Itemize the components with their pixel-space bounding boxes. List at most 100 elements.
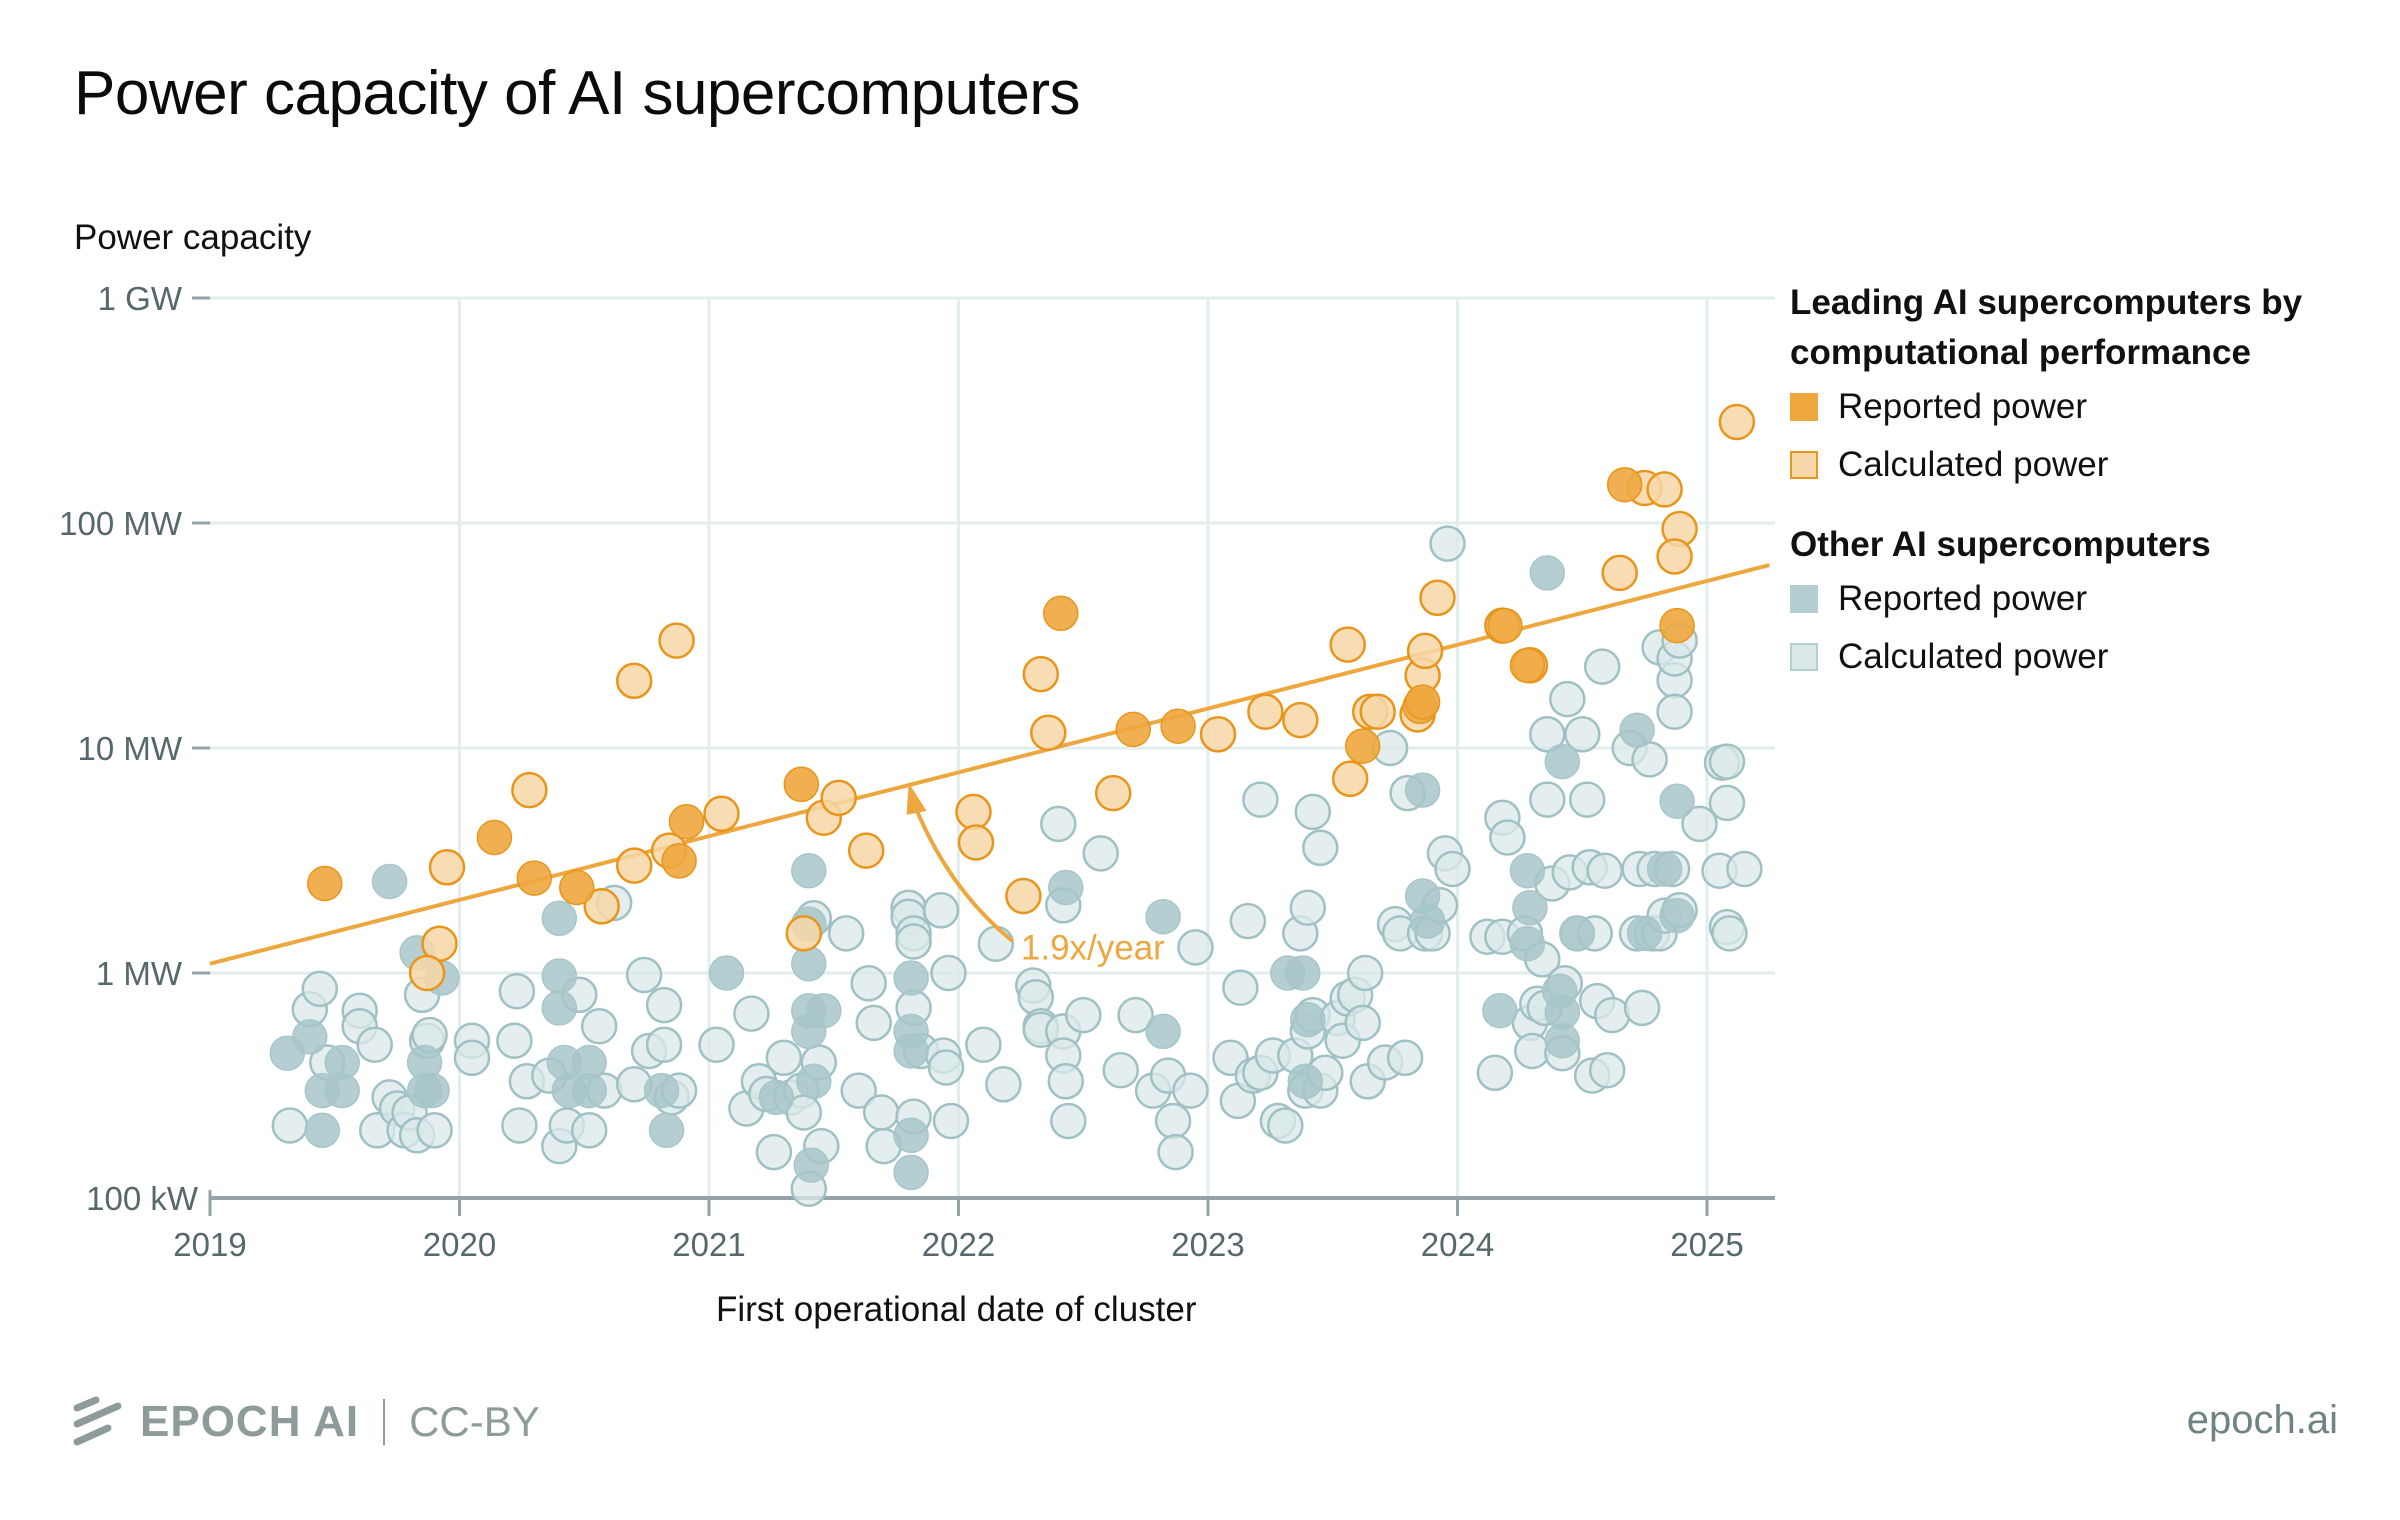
data-point-other-reported[interactable]	[571, 1072, 607, 1109]
data-point-other-reported[interactable]	[1409, 903, 1446, 939]
data-point-other-calc[interactable]	[1294, 793, 1332, 831]
data-point-lead-calc[interactable]	[1005, 877, 1042, 915]
data-point-other-calc[interactable]	[1489, 819, 1526, 856]
legend-item-other-calculated[interactable]: Calculated power	[1790, 628, 2390, 686]
data-point-other-reported[interactable]	[1619, 712, 1655, 748]
data-point-other-calc[interactable]	[965, 1026, 1002, 1063]
data-point-lead-calc[interactable]	[955, 793, 992, 831]
data-point-other-reported[interactable]	[1659, 897, 1695, 934]
data-point-lead-reported[interactable]	[1344, 728, 1381, 764]
data-point-other-calc[interactable]	[985, 1066, 1022, 1103]
data-point-other-reported[interactable]	[1659, 783, 1695, 819]
data-point-other-reported[interactable]	[324, 1072, 360, 1109]
data-point-other-calc[interactable]	[922, 892, 960, 929]
data-point-other-reported[interactable]	[793, 1147, 830, 1183]
data-point-lead-calc[interactable]	[1419, 579, 1456, 617]
data-point-other-reported[interactable]	[893, 1154, 929, 1191]
data-point-other-reported[interactable]	[791, 945, 827, 982]
data-point-other-calc[interactable]	[733, 995, 770, 1032]
data-point-lead-reported[interactable]	[1606, 466, 1643, 503]
data-point-lead-reported[interactable]	[1487, 607, 1523, 644]
data-point-other-calc[interactable]	[1434, 850, 1471, 888]
data-point-lead-calc[interactable]	[511, 771, 548, 809]
data-point-other-reported[interactable]	[1145, 1013, 1181, 1050]
data-point-lead-calc[interactable]	[658, 622, 695, 659]
data-point-other-calc[interactable]	[1117, 996, 1154, 1034]
data-point-other-calc[interactable]	[1623, 989, 1661, 1027]
legend-item-leading-calculated[interactable]: Calculated power	[1790, 436, 2390, 494]
data-point-other-calc[interactable]	[850, 965, 887, 1002]
data-point-lead-calc[interactable]	[615, 662, 653, 700]
data-point-lead-calc[interactable]	[1329, 626, 1366, 663]
data-point-other-reported[interactable]	[796, 1063, 832, 1100]
data-point-lead-reported[interactable]	[476, 819, 513, 856]
data-point-other-reported[interactable]	[1509, 852, 1546, 889]
data-point-lead-calc[interactable]	[1199, 716, 1237, 753]
data-point-other-calc[interactable]	[827, 915, 865, 952]
data-point-other-calc[interactable]	[498, 972, 536, 1010]
data-point-other-calc[interactable]	[570, 1112, 608, 1149]
data-point-lead-calc[interactable]	[703, 795, 740, 833]
data-point-other-calc[interactable]	[625, 956, 663, 994]
data-point-other-calc[interactable]	[645, 1026, 683, 1063]
data-point-lead-reported[interactable]	[661, 843, 697, 879]
data-point-other-calc[interactable]	[1583, 648, 1621, 685]
data-point-lead-calc[interactable]	[1331, 760, 1369, 798]
data-point-other-reported[interactable]	[1509, 925, 1546, 962]
data-point-other-reported[interactable]	[648, 1112, 685, 1149]
data-point-lead-calc[interactable]	[1601, 554, 1638, 592]
data-point-other-reported[interactable]	[1646, 851, 1683, 887]
data-point-other-calc[interactable]	[698, 1026, 735, 1063]
data-point-other-reported[interactable]	[1404, 772, 1441, 808]
data-point-other-calc[interactable]	[1154, 1102, 1192, 1140]
data-point-other-reported[interactable]	[304, 1112, 341, 1149]
data-point-other-reported[interactable]	[1529, 555, 1566, 591]
data-point-other-reported[interactable]	[1626, 915, 1663, 952]
data-point-other-calc[interactable]	[1302, 829, 1339, 867]
data-point-other-reported[interactable]	[893, 1117, 929, 1154]
data-point-lead-reported[interactable]	[1404, 684, 1441, 720]
data-point-other-reported[interactable]	[1287, 1063, 1324, 1100]
data-point-other-reported[interactable]	[1290, 1001, 1326, 1038]
data-point-other-calc[interactable]	[496, 1022, 533, 1059]
data-point-other-calc[interactable]	[1708, 784, 1746, 822]
data-point-other-calc[interactable]	[1082, 835, 1119, 872]
data-point-other-reported[interactable]	[414, 1072, 450, 1109]
data-point-lead-calc[interactable]	[820, 779, 857, 817]
data-point-other-calc[interactable]	[416, 1112, 453, 1149]
data-point-other-reported[interactable]	[791, 852, 827, 889]
data-point-lead-calc[interactable]	[785, 915, 823, 952]
data-point-other-calc[interactable]	[1172, 1072, 1209, 1109]
data-point-other-reported[interactable]	[541, 900, 578, 937]
data-point-other-calc[interactable]	[1529, 781, 1566, 818]
data-point-other-calc[interactable]	[1050, 1102, 1087, 1140]
data-point-other-calc[interactable]	[501, 1107, 538, 1144]
data-point-other-calc[interactable]	[930, 954, 967, 992]
data-point-other-calc[interactable]	[840, 1072, 877, 1109]
data-point-lead-reported[interactable]	[516, 860, 553, 896]
data-point-other-calc[interactable]	[580, 1007, 618, 1045]
data-point-lead-reported[interactable]	[307, 865, 343, 902]
data-point-other-calc[interactable]	[1588, 1051, 1626, 1089]
data-point-other-calc[interactable]	[1476, 1054, 1514, 1092]
data-point-other-calc[interactable]	[1656, 693, 1693, 730]
data-point-other-reported[interactable]	[1559, 915, 1596, 952]
data-point-other-reported[interactable]	[1544, 743, 1581, 780]
data-point-lead-reported[interactable]	[1115, 711, 1151, 748]
data-point-other-reported[interactable]	[1512, 889, 1548, 926]
data-point-other-calc[interactable]	[1568, 781, 1606, 818]
data-point-other-reported[interactable]	[1544, 1022, 1581, 1059]
data-point-other-calc[interactable]	[453, 1039, 491, 1077]
data-point-other-reported[interactable]	[893, 1033, 929, 1069]
data-point-other-calc[interactable]	[1564, 716, 1601, 753]
data-point-lead-calc[interactable]	[1247, 693, 1284, 730]
data-point-other-calc[interactable]	[1102, 1051, 1139, 1089]
data-point-other-calc[interactable]	[301, 970, 339, 1008]
data-point-other-reported[interactable]	[371, 863, 408, 900]
data-point-other-reported[interactable]	[1048, 869, 1084, 906]
data-point-other-calc[interactable]	[1040, 805, 1077, 843]
data-point-other-reported[interactable]	[541, 990, 578, 1026]
data-point-lead-reported[interactable]	[1509, 647, 1546, 684]
data-point-lead-reported[interactable]	[668, 804, 705, 840]
data-point-lead-calc[interactable]	[1030, 714, 1067, 751]
